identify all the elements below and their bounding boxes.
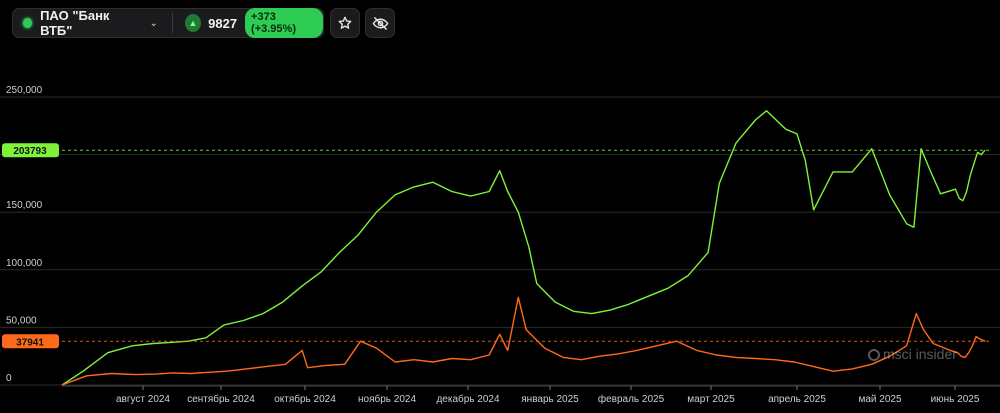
watermark-text: msci insider bbox=[883, 346, 957, 362]
last-value-label: 203793 bbox=[13, 146, 47, 157]
status-dot bbox=[23, 18, 33, 28]
last-value-label: 37941 bbox=[16, 337, 44, 348]
eye-slash-icon bbox=[372, 16, 388, 30]
x-tick-label: сентябрь 2024 bbox=[187, 393, 255, 405]
triangle-up-icon: ▲ bbox=[184, 14, 202, 32]
ticker-name: ПАО "Банк ВТБ" bbox=[40, 8, 110, 38]
last-value-badge bbox=[2, 334, 59, 349]
last-value-badge bbox=[2, 143, 59, 158]
divider bbox=[171, 13, 173, 33]
x-tick-label: август 2024 bbox=[116, 394, 170, 405]
logo-icon bbox=[868, 349, 880, 361]
x-tick-label: октябрь 2024 bbox=[274, 393, 336, 405]
favorite-button[interactable] bbox=[330, 8, 360, 38]
y-tick-label: 0 bbox=[6, 373, 12, 384]
x-tick-label: март 2025 bbox=[687, 394, 735, 405]
x-tick-label: май 2025 bbox=[858, 394, 901, 405]
x-tick-label: июнь 2025 bbox=[931, 394, 980, 405]
x-tick-label: апрель 2025 bbox=[768, 394, 826, 405]
star-icon bbox=[338, 16, 352, 29]
line-chart[interactable]: 050,000100,000150,000200,000250,000авгус… bbox=[0, 46, 1000, 413]
x-tick-label: январь 2025 bbox=[521, 394, 579, 405]
y-tick-label: 250,000 bbox=[6, 85, 43, 96]
x-tick-label: декабрь 2024 bbox=[436, 393, 500, 405]
chevron-down-icon[interactable]: ⌄ bbox=[149, 17, 158, 29]
y-tick-label: 100,000 bbox=[6, 258, 43, 269]
x-tick-label: ноябрь 2024 bbox=[358, 393, 416, 405]
x-tick-label: февраль 2025 bbox=[598, 393, 665, 405]
series-line bbox=[61, 296, 986, 386]
hide-button[interactable] bbox=[365, 8, 395, 38]
y-tick-label: 50,000 bbox=[6, 315, 37, 326]
y-tick-label: 150,000 bbox=[6, 200, 43, 211]
ticker-selector[interactable]: ПАО "Банк ВТБ" ⌄ ▲ 9827 +373 (+3.95%) bbox=[12, 8, 324, 38]
series-line bbox=[61, 110, 986, 386]
price-change-badge: +373 (+3.95%) bbox=[245, 8, 323, 38]
current-price: 9827 bbox=[208, 15, 238, 31]
watermark: msci insider bbox=[868, 346, 957, 362]
top-toolbar: ПАО "Банк ВТБ" ⌄ ▲ 9827 +373 (+3.95%) bbox=[0, 0, 1000, 46]
